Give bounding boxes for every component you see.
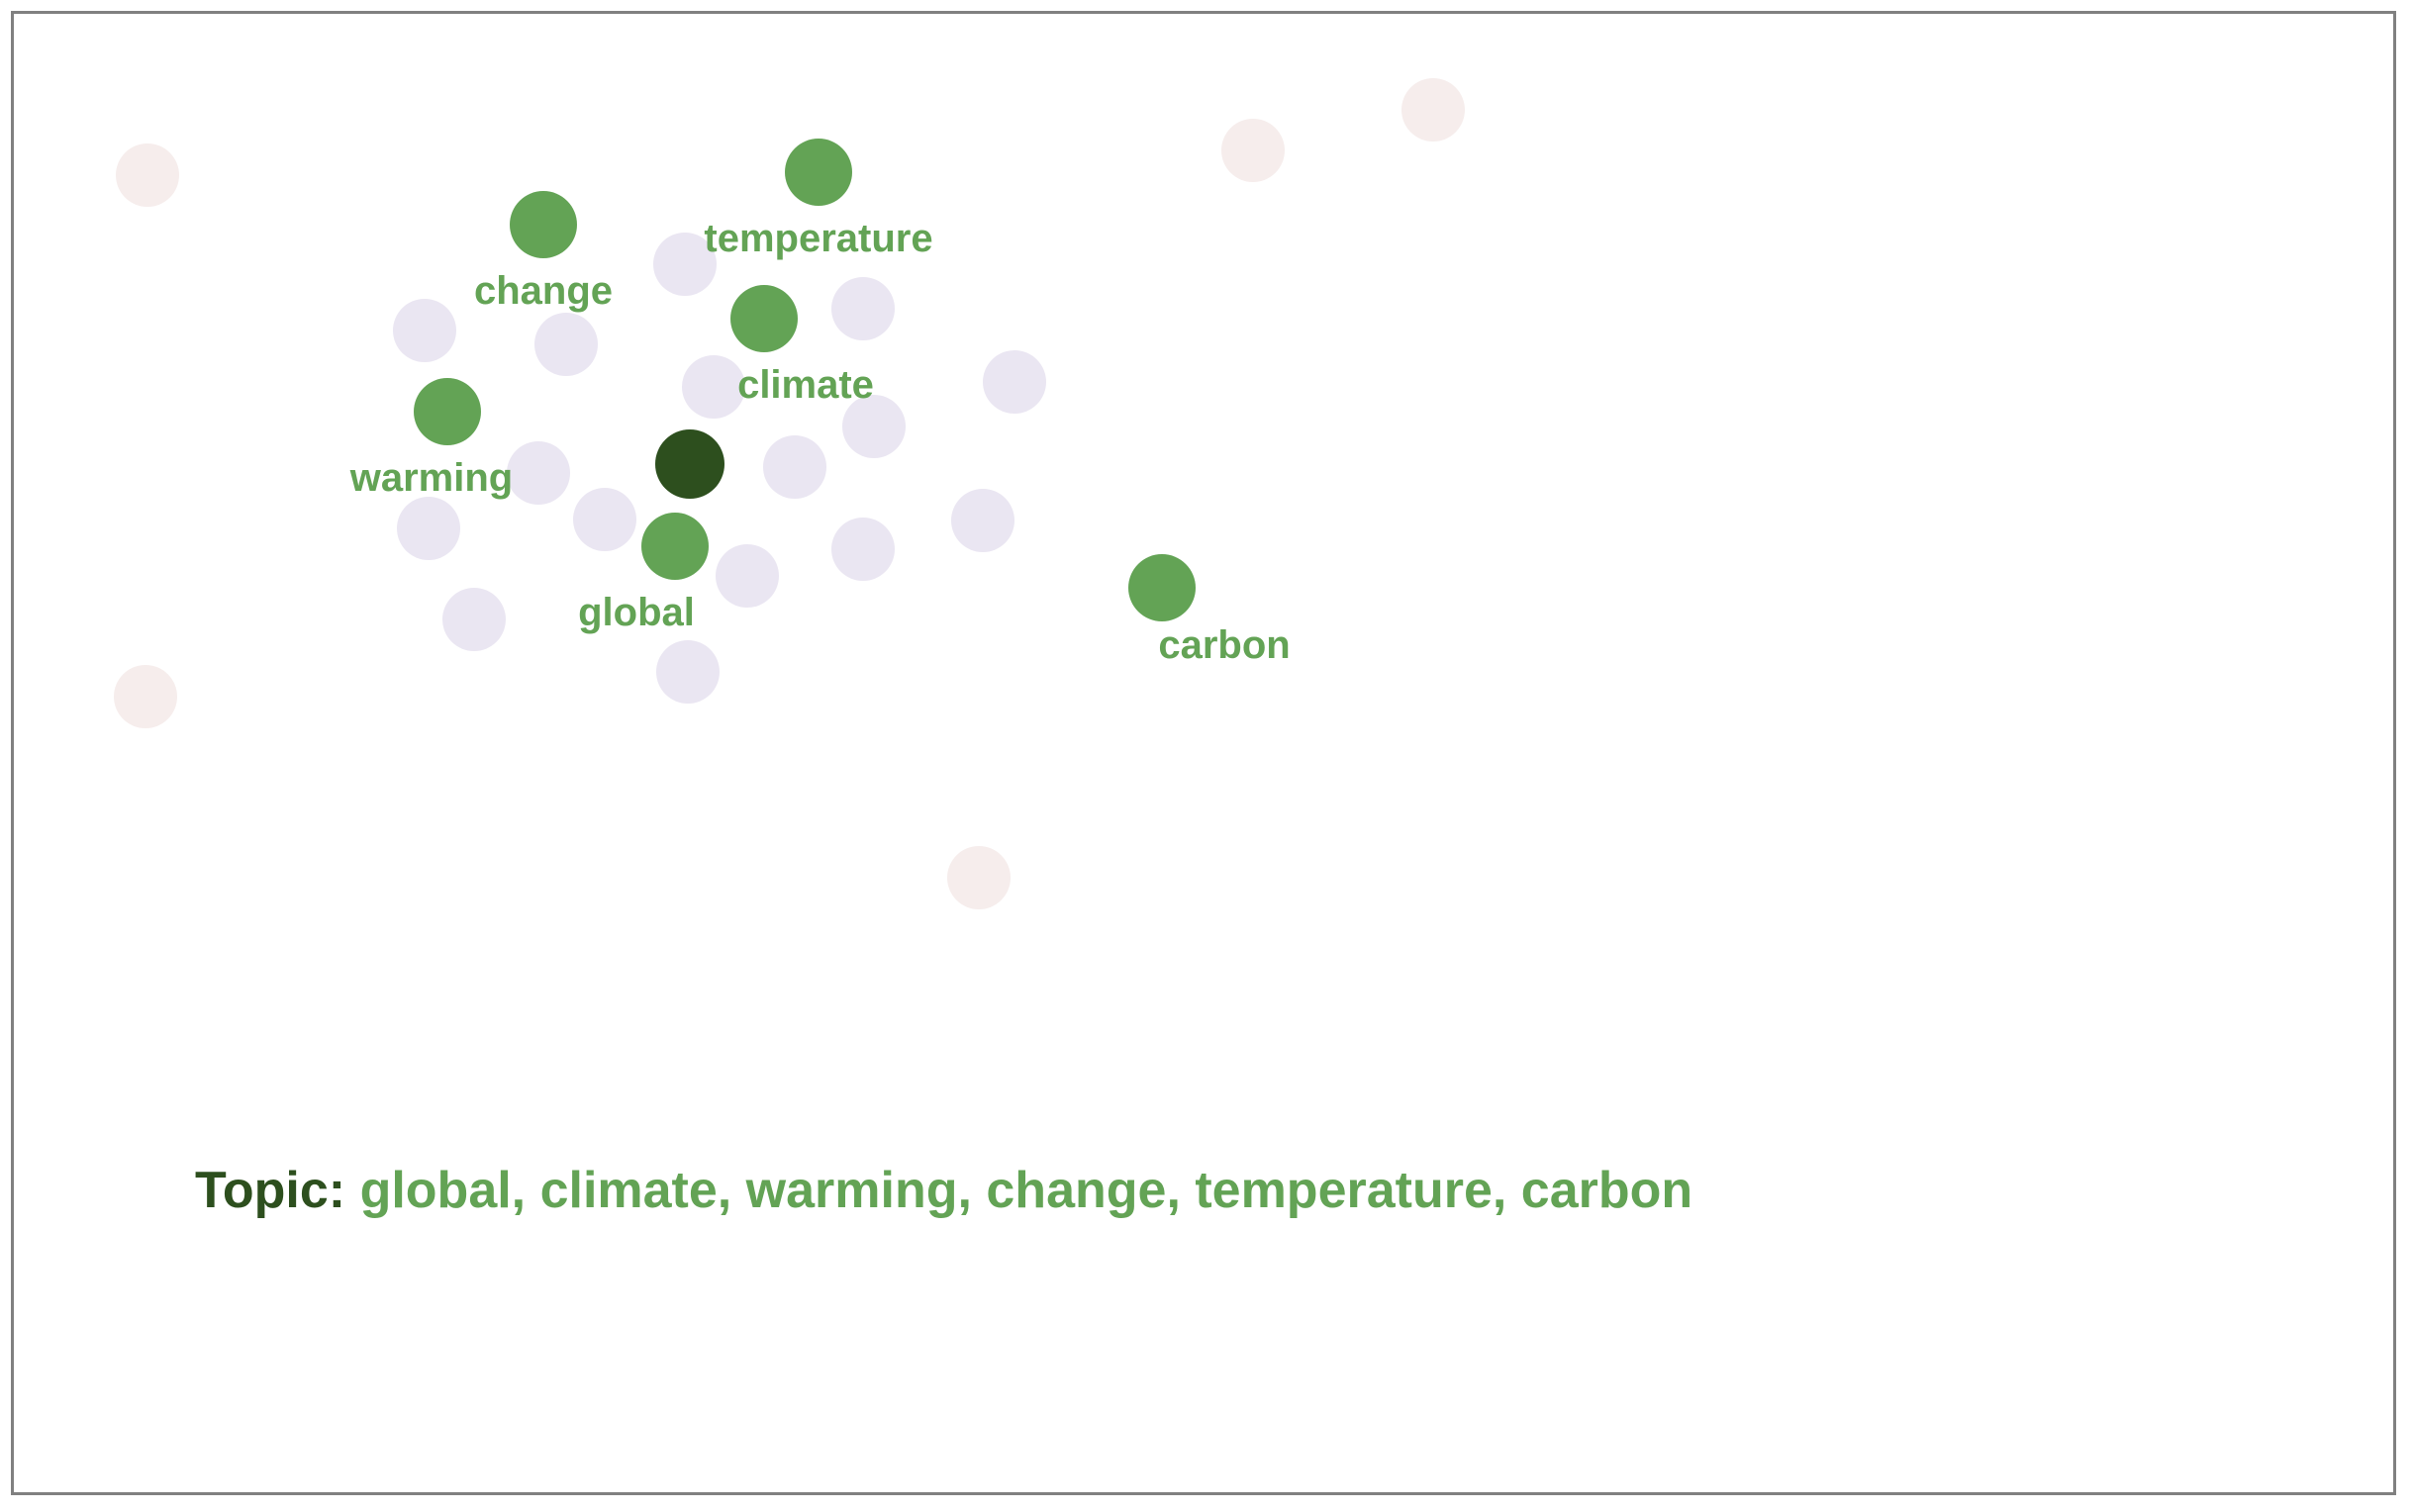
word-point-climate[interactable] (730, 285, 798, 352)
word-label-temperature: temperature (704, 217, 933, 260)
word-point-other-16 (573, 488, 636, 551)
word-point-other-20 (716, 544, 779, 608)
word-point-other-21 (442, 588, 506, 651)
topic-caption-words: global, climate, warming, change, temper… (359, 1162, 1693, 1219)
word-point-centroid-6[interactable] (655, 429, 724, 499)
word-label-warming: warming (349, 456, 514, 500)
word-point-carbon[interactable] (1128, 554, 1196, 621)
word-point-other-8 (831, 277, 895, 340)
word-point-change[interactable] (510, 191, 577, 258)
word-point-other-far-26 (114, 665, 177, 728)
word-point-other-11 (682, 355, 745, 419)
word-point-other-22 (656, 640, 720, 704)
word-label-climate: climate (737, 363, 874, 407)
word-point-other-far-25 (1401, 78, 1465, 142)
word-point-other-10 (534, 313, 598, 376)
word-point-other-14 (507, 441, 570, 505)
topic-caption-prefix: Topic: (195, 1162, 346, 1219)
word-point-other-12 (983, 350, 1046, 414)
word-point-warming[interactable] (414, 378, 481, 445)
word-point-other-19 (831, 518, 895, 581)
word-label-change: change (473, 269, 614, 313)
word-label-carbon: carbon (1158, 623, 1291, 667)
word-point-temperature[interactable] (785, 139, 852, 206)
word-label-global: global (578, 591, 695, 634)
word-point-other-15 (763, 435, 826, 499)
visualization-frame: temperature change climate warming global car… (11, 11, 2396, 1495)
word-point-other-9 (393, 299, 456, 362)
word-point-other-18 (951, 489, 1014, 552)
word-point-other-17 (397, 497, 460, 560)
topic-caption: Topic: global, climate, warming, change,… (195, 1162, 1692, 1221)
word-point-global[interactable] (641, 513, 709, 580)
word-point-other-far-24 (1221, 119, 1285, 182)
word-point-other-far-27 (947, 846, 1011, 909)
scatter-plot-area: temperature change climate warming global car… (14, 14, 2393, 1492)
word-point-other-far-23 (116, 143, 179, 207)
word-point-other-7 (653, 233, 717, 296)
word-point-other-13 (842, 395, 906, 458)
